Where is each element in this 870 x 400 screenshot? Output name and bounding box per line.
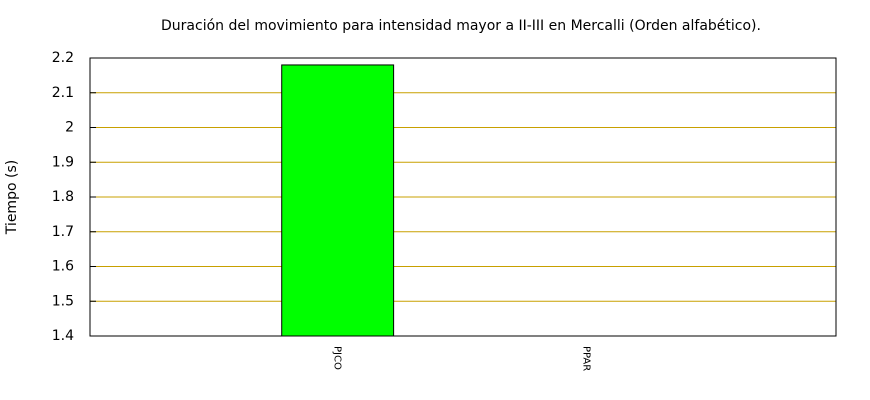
- y-tick-label: 2.1: [52, 85, 74, 101]
- y-axis-label: Tiempo (s): [4, 160, 20, 235]
- y-tick-label: 2.2: [52, 50, 74, 66]
- y-tick-label: 1.7: [52, 224, 74, 240]
- x-tick-label: PJCO: [332, 346, 343, 370]
- x-tick-label: PPAR: [580, 346, 591, 371]
- chart-title: Duración del movimiento para intensidad …: [161, 18, 761, 34]
- y-tick-label: 1.9: [52, 154, 74, 170]
- bar: [281, 64, 395, 337]
- y-tick-label: 2: [65, 120, 74, 136]
- y-tick-label: 1.8: [52, 189, 74, 205]
- y-tick-label: 1.5: [52, 293, 74, 309]
- plot-frame: [89, 57, 837, 337]
- y-tick-label: 1.6: [52, 259, 74, 275]
- y-tick-label: 1.4: [52, 328, 74, 344]
